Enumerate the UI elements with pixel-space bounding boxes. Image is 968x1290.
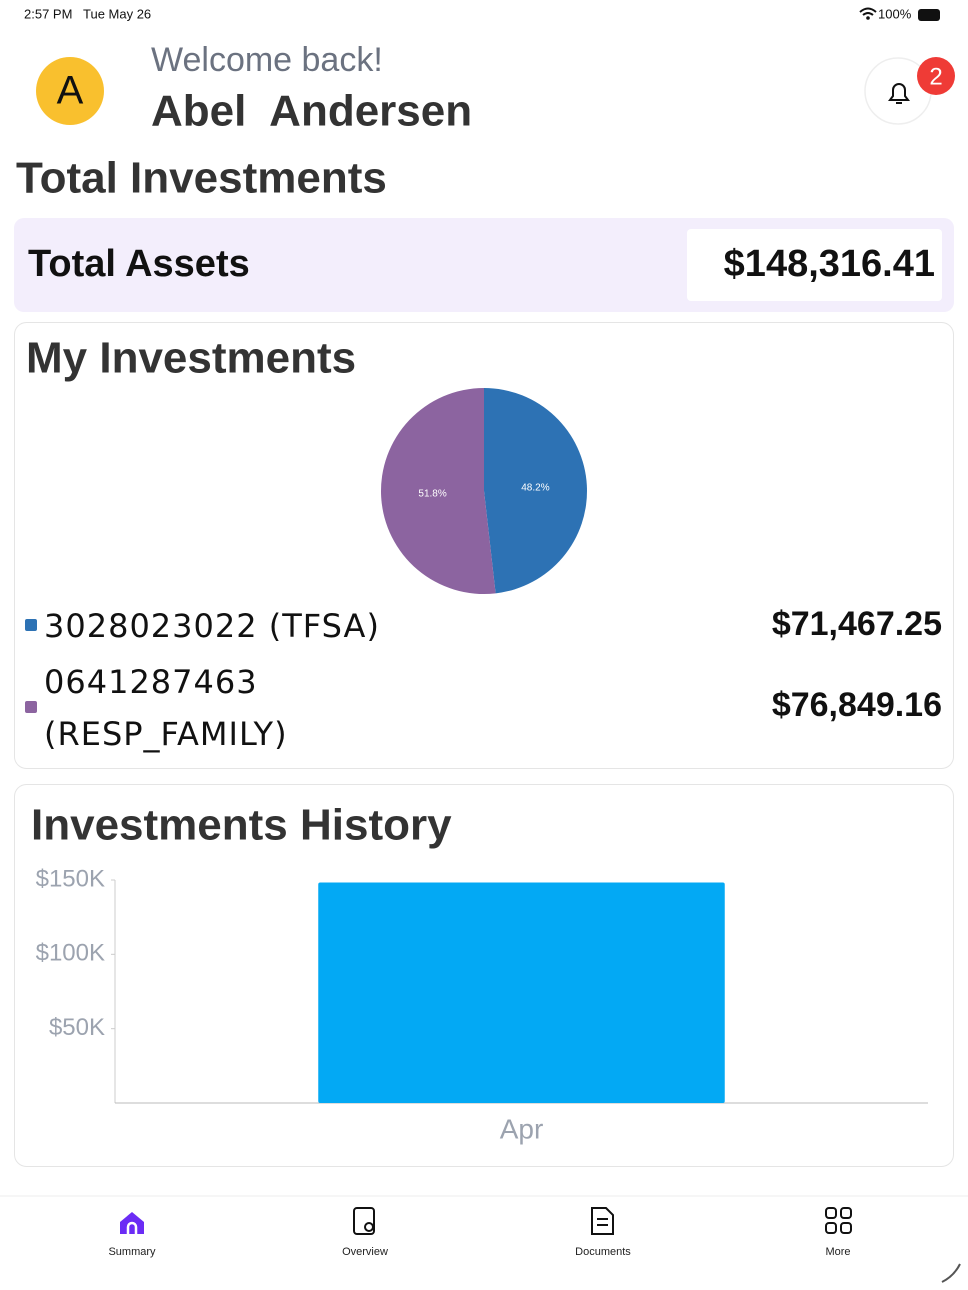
bar-chart: $50K $100K $150K Apr — [36, 865, 928, 1144]
home-indicator — [941, 1263, 961, 1283]
bar — [318, 882, 725, 1103]
total-assets-box — [687, 229, 942, 301]
section-title: Total Investments — [16, 154, 387, 203]
nav-label[interactable]: More — [825, 1246, 850, 1258]
y-tick-label: $50K — [49, 1014, 105, 1041]
legend-name: 0641287463 (RESP_FAMILY) — [44, 663, 288, 753]
nav-icon-more — [825, 1207, 852, 1234]
legend-amount: $71,467.25 — [772, 605, 942, 643]
legend: $71,467.25 $76,849.16 — [25, 605, 942, 724]
legend-amount: $76,849.16 — [772, 686, 942, 724]
nav-label[interactable]: Documents — [575, 1246, 631, 1258]
bottom-nav: Summary Overview Documents More — [108, 1246, 850, 1258]
pie-chart: 48.2% 51.8% — [381, 388, 588, 594]
total-assets-value: $148,316.41 — [724, 243, 935, 285]
total-assets-label: Total Assets — [28, 243, 250, 285]
history-title: Investments History — [31, 801, 452, 850]
wifi-dot — [866, 16, 870, 20]
x-tick-label: Apr — [500, 1113, 544, 1144]
pie-slice — [381, 388, 496, 594]
welcome-text: Welcome back! — [151, 41, 383, 79]
nav-icon-summary-door — [126, 1221, 138, 1234]
y-tick-label: $150K — [36, 865, 105, 892]
nav-icon-overview-lens — [364, 1222, 374, 1232]
notification-badge — [917, 57, 955, 95]
bell-icon — [888, 83, 910, 104]
y-tick-label: $100K — [36, 940, 105, 967]
user-name: Abel Andersen — [151, 87, 472, 136]
avatar[interactable] — [36, 57, 104, 125]
status-battery: 100% — [878, 6, 912, 21]
badge-count: 2 — [929, 63, 942, 90]
legend-swatch — [25, 701, 37, 713]
pie-label: 48.2% — [521, 483, 549, 494]
pie-label: 51.8% — [418, 489, 446, 500]
legend-swatch — [25, 619, 37, 631]
nav-label[interactable]: Summary — [108, 1246, 156, 1258]
pie-slice — [484, 388, 588, 594]
status-time: 2:57 PM — [24, 6, 72, 21]
avatar-letter: A — [57, 69, 84, 113]
nav-icon-overview — [353, 1207, 375, 1235]
nav-icon-documents — [591, 1207, 614, 1235]
wifi-icon — [859, 7, 877, 16]
battery-icon — [918, 9, 940, 21]
nav-label[interactable]: Overview — [342, 1246, 388, 1258]
my-investments-title: My Investments — [26, 334, 356, 383]
status-date: Tue May 26 — [83, 6, 151, 21]
legend-name: 3028023022 (TFSA) — [44, 607, 380, 645]
